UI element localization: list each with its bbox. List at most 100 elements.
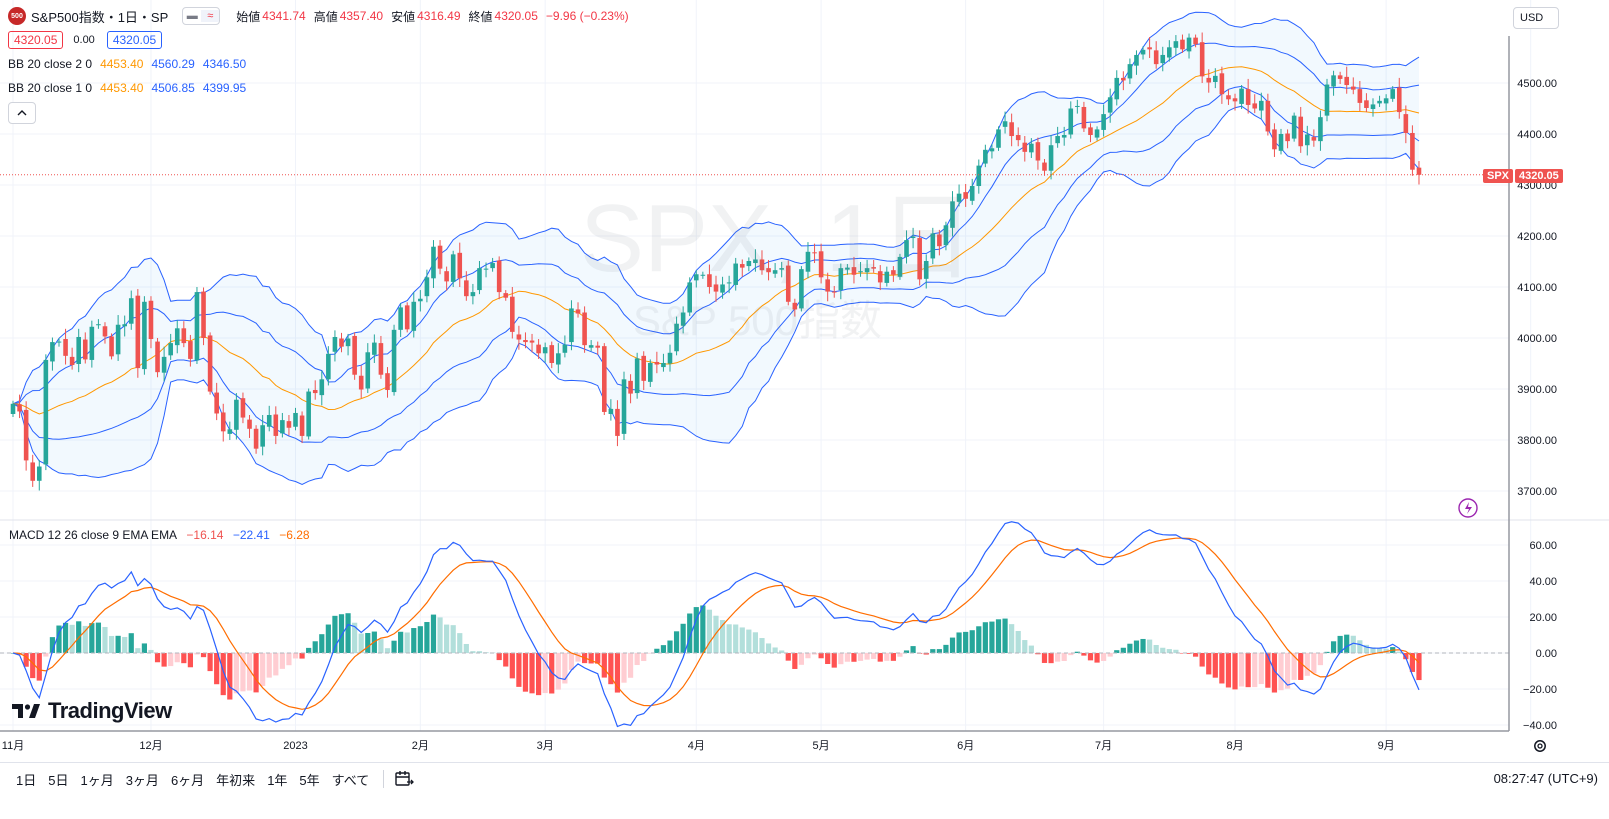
range-button-8[interactable]: すべて (331, 772, 370, 788)
collapse-legend-button[interactable] (8, 102, 36, 124)
sell-price[interactable]: 4320.05 (8, 31, 64, 49)
currency-select[interactable]: USD (1513, 7, 1559, 29)
macd-histogram-bar (108, 635, 115, 653)
candle-body (1081, 106, 1087, 129)
macd-tick-label: 60.00 (1529, 540, 1557, 552)
candle-body (1278, 134, 1284, 151)
macd-histogram-bar (562, 653, 568, 684)
macd-histogram-bar (1022, 640, 1028, 653)
candle-body (358, 375, 364, 390)
candle-body (569, 308, 574, 343)
macd-histogram-bar (1028, 645, 1034, 653)
bb2-legend[interactable]: BB 20 close 2 0 4453.40 4560.29 4346.50 (8, 54, 637, 74)
macd-histogram-bar (384, 648, 391, 653)
macd-histogram-bar (168, 653, 174, 667)
macd-histogram-bar (56, 625, 62, 653)
candle-body (1350, 86, 1356, 90)
macd-histogram-bar (759, 638, 765, 653)
macd-histogram-bar (1087, 653, 1094, 661)
macd-histogram-bar (141, 643, 147, 653)
chart-style-toggle[interactable]: ▬ ≈ (182, 7, 221, 25)
candle-body (707, 274, 712, 287)
macd-histogram-bar (1101, 653, 1107, 661)
buy-price[interactable]: 4320.05 (106, 31, 163, 49)
candle-body (312, 390, 318, 394)
macd-histogram-bar (266, 653, 272, 678)
macd-histogram-bar (1002, 618, 1008, 653)
range-button-1[interactable]: 5日 (48, 772, 69, 788)
candle-body (1114, 77, 1120, 100)
macd-histogram-bar (319, 634, 325, 653)
macd-histogram-bar (529, 653, 535, 694)
range-button-3[interactable]: 3ヶ月 (125, 772, 159, 788)
clock[interactable]: 08:27:47 (UTC+9) (1493, 771, 1598, 786)
range-button-6[interactable]: 1年 (267, 772, 288, 788)
candle-body (556, 353, 561, 365)
goto-date-button[interactable] (394, 770, 415, 788)
macd-histogram-bar (1258, 653, 1264, 685)
bb1-basis: 4453.40 (100, 81, 144, 95)
macd-legend[interactable]: MACD 12 26 close 9 EMA EMA −16.14 −22.41… (9, 528, 310, 542)
macd-histogram-bar (601, 653, 607, 678)
macd-histogram-bar (851, 653, 857, 662)
candlestick-series (0, 32, 1509, 491)
range-button-2[interactable]: 1ヶ月 (80, 772, 114, 788)
range-button-0[interactable]: 1日 (16, 772, 37, 788)
spread-value: 0.00 (73, 34, 95, 46)
candle-body (1199, 42, 1205, 77)
macd-histogram-bar (897, 653, 903, 657)
symbol-logo: 500 (8, 7, 26, 25)
symbol-name[interactable]: S&P500指数・1日・SP (31, 9, 169, 25)
macd-histogram-bar (345, 613, 351, 653)
macd-histogram-bar (890, 653, 896, 661)
bars-icon[interactable]: ▬ (186, 10, 198, 22)
macd-histogram-bar (969, 630, 975, 653)
macd-histogram-bar (1140, 638, 1146, 653)
candle-body (654, 361, 660, 365)
close-label: 終値 (468, 9, 493, 24)
range-button-7[interactable]: 5年 (299, 772, 320, 788)
candle-body (891, 270, 896, 275)
macd-histogram-bar (903, 650, 910, 653)
candle-body (227, 429, 233, 434)
macd-histogram-bar (733, 624, 739, 653)
macd-histogram-bar (417, 626, 423, 653)
macd-histogram-bar (233, 653, 239, 694)
candle-body (135, 295, 141, 369)
axis-settings-button[interactable] (1529, 735, 1551, 757)
candle-body (1068, 108, 1074, 135)
chevron-up-icon (17, 110, 27, 116)
candle-body (1075, 105, 1080, 107)
tradingview-logo[interactable]: TradingView (12, 698, 172, 724)
macd-histogram-bar (128, 633, 134, 653)
candle-body (372, 342, 377, 355)
candle-body (398, 307, 403, 330)
candle-body (457, 252, 463, 279)
macd-histogram-bar (306, 647, 312, 653)
bb1-legend[interactable]: BB 20 close 1 0 4453.40 4506.85 4399.95 (8, 78, 637, 98)
candle-body (161, 356, 167, 373)
macd-histogram-bar (450, 625, 456, 653)
candle-body (496, 260, 502, 293)
macd-histogram-bar (844, 653, 850, 662)
macd-histogram-bar (1107, 653, 1113, 657)
candle-body (234, 399, 239, 430)
range-button-4[interactable]: 6ヶ月 (170, 772, 205, 788)
candle-body (621, 379, 627, 434)
range-button-5[interactable]: 年初来 (216, 772, 256, 788)
candle-body (1035, 142, 1041, 161)
wave-icon[interactable]: ≈ (201, 10, 220, 22)
bb2-lower: 4346.50 (202, 57, 247, 71)
macd-tick-label: 0.00 (1536, 648, 1557, 660)
macd-tick-label: −40.00 (1523, 720, 1557, 732)
macd-histogram-bar (1173, 649, 1179, 653)
candle-body (733, 263, 738, 285)
candle-body (1167, 47, 1172, 58)
macd-histogram-bar (1252, 653, 1258, 688)
candle-body (871, 267, 876, 269)
bb-basis-line (12, 66, 1420, 415)
candle-body (1029, 143, 1034, 153)
candle-body (431, 246, 436, 279)
macd-histogram-bar (430, 614, 437, 653)
